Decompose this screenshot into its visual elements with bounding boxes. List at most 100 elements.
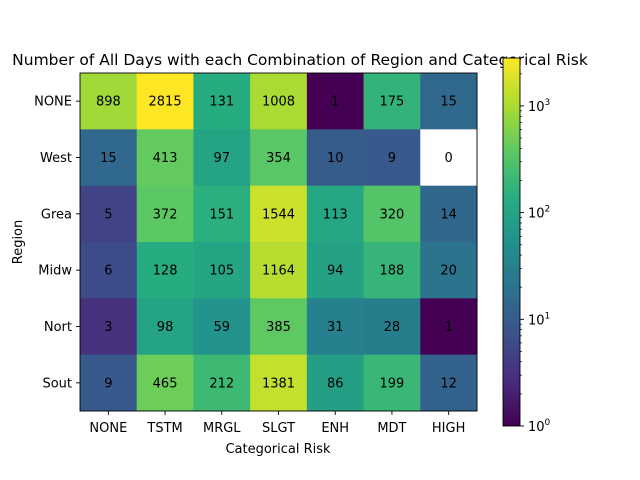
cell-value-label: 10 — [327, 151, 344, 166]
cell-value-label: 15 — [440, 95, 457, 110]
heatmap-cell — [306, 73, 364, 130]
cell-value-label: 372 — [153, 207, 178, 222]
heatmap-cell — [136, 129, 194, 187]
cell-value-label: 20 — [440, 264, 457, 279]
cell-value-label: 12 — [440, 376, 457, 391]
heatmap-cell — [193, 129, 251, 187]
colorbar — [502, 57, 521, 427]
cell-value-label: 97 — [214, 151, 231, 166]
cell-value-label: 131 — [209, 95, 234, 110]
chart-title: Number of All Days with each Combination… — [12, 51, 588, 69]
heatmap-cell — [420, 185, 478, 243]
heatmap-cell — [193, 354, 251, 412]
y-tick-label: Sout — [42, 376, 72, 391]
cell-value-label: 5 — [104, 207, 112, 222]
cell-value-label: 9 — [104, 376, 112, 391]
heatmap-cell — [363, 129, 421, 187]
cell-value-label: 3 — [104, 320, 112, 335]
cell-value-label: 14 — [440, 207, 457, 222]
heatmap-cell — [136, 242, 194, 299]
colorbar-tick-label: 102 — [528, 205, 550, 222]
heatmap-cell — [136, 185, 194, 243]
cell-value-label: 1544 — [262, 207, 295, 222]
cell-value-label: 898 — [96, 95, 121, 110]
cell-value-label: 2815 — [149, 95, 182, 110]
cell-value-label: 105 — [209, 264, 234, 279]
heatmap-cell — [80, 298, 138, 356]
heatmap-cell — [250, 129, 308, 187]
y-tick-label: Grea — [41, 207, 72, 222]
heatmap-cell — [136, 354, 194, 412]
x-tick-label: NONE — [89, 421, 127, 436]
cell-value-label: 128 — [153, 264, 178, 279]
cell-value-label: 199 — [380, 376, 405, 391]
cell-value-label: 188 — [380, 264, 405, 279]
heatmap-cell — [193, 185, 251, 243]
heatmap-cell — [306, 185, 364, 243]
x-tick-label: ENH — [321, 421, 349, 436]
cell-value-label: 465 — [153, 376, 178, 391]
cell-value-label: 354 — [266, 151, 291, 166]
heatmap-cell — [80, 73, 138, 130]
heatmap-cell — [306, 298, 364, 356]
y-tick-label: Midw — [38, 264, 72, 279]
colorbar-ticks: 100 101 102 103 — [520, 73, 551, 435]
heatmap-cell — [80, 185, 138, 243]
heatmap-cell — [420, 73, 478, 130]
cell-value-label: 98 — [157, 320, 174, 335]
heatmap-cell — [250, 298, 308, 356]
heatmap-cell — [420, 129, 478, 187]
cell-value-label: 1164 — [262, 264, 295, 279]
heatmap-cell — [250, 354, 308, 412]
colorbar-tick-label: 103 — [528, 98, 550, 115]
heatmap-cell — [306, 129, 364, 187]
cell-value-label: 175 — [380, 95, 405, 110]
x-axis-label: Categorical Risk — [225, 442, 331, 457]
x-tick-label: HIGH — [432, 421, 465, 436]
heatmap-cell — [250, 73, 308, 130]
cell-value-label: 413 — [153, 151, 178, 166]
x-tick-label: MDT — [377, 421, 406, 436]
heatmap-cell — [363, 298, 421, 356]
heatmap-cell — [193, 242, 251, 299]
cell-value-label: 28 — [384, 320, 401, 335]
colorbar-tick-label: 100 — [528, 418, 551, 435]
heatmap-cell — [80, 354, 138, 412]
y-tick-label: NONE — [34, 95, 72, 110]
heatmap-cell — [363, 354, 421, 412]
cell-value-label: 9 — [388, 151, 396, 166]
cell-value-label: 86 — [327, 376, 344, 391]
x-tick-label: SLGT — [262, 421, 295, 436]
y-tick-label: West — [40, 151, 72, 166]
heatmap-cell — [80, 242, 138, 299]
heatmap-cell — [363, 242, 421, 299]
heatmap-cells: 898 2815 131 1008 1 175 15 15 413 97 354 10 9 0 5 372 15… — [80, 73, 478, 412]
cell-value-label: 15 — [100, 151, 117, 166]
y-axis-ticks: NONE West Grea Midw Nort Sout — [34, 95, 80, 391]
heatmap-cell — [136, 298, 194, 356]
cell-value-label: 0 — [445, 151, 453, 166]
cell-value-label: 6 — [104, 264, 112, 279]
colorbar-tick-label: 101 — [528, 311, 550, 328]
heatmap-cell — [136, 73, 194, 130]
heatmap-cell — [80, 129, 138, 187]
cell-value-label: 94 — [327, 264, 344, 279]
heatmap-cell — [363, 73, 421, 130]
cell-value-label: 1008 — [262, 95, 295, 110]
cell-value-label: 385 — [266, 320, 291, 335]
y-tick-label: Nort — [44, 320, 72, 335]
cell-value-label: 212 — [209, 376, 234, 391]
heatmap-cell — [306, 242, 364, 299]
cell-value-label: 151 — [209, 207, 234, 222]
cell-value-label: 1 — [331, 95, 339, 110]
cell-value-label: 113 — [323, 207, 348, 222]
heatmap-cell — [420, 354, 478, 412]
cell-value-label: 59 — [214, 320, 231, 335]
x-axis-ticks: NONE TSTM MRGL SLGT ENH MDT HIGH — [89, 411, 465, 436]
heatmap-cell — [363, 185, 421, 243]
cell-value-label: 320 — [380, 207, 405, 222]
x-tick-label: MRGL — [203, 421, 241, 436]
y-axis-label: Region — [11, 220, 26, 265]
heatmap-cell — [193, 73, 251, 130]
